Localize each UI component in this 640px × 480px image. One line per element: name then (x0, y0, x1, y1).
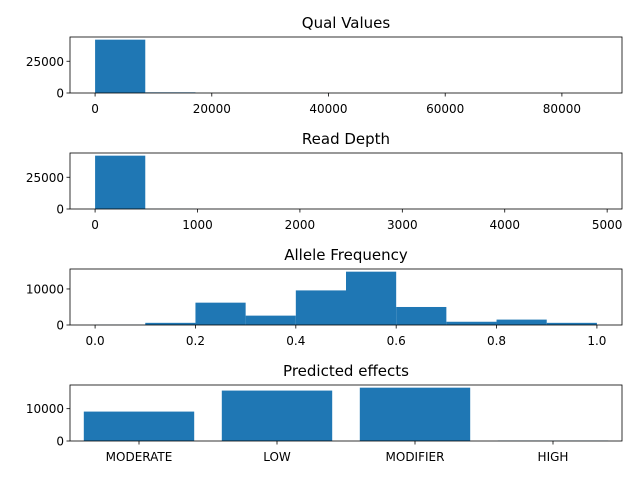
chart-3-ytick-label-1: 0 (56, 319, 64, 333)
chart-3-bar-6 (346, 271, 397, 325)
chart-3-bar-9 (496, 319, 547, 325)
chart-3-frame (69, 268, 623, 326)
chart-4-xtick-label-1: MODERATE (106, 450, 173, 464)
chart-4-xtick-label-3: MODIFIER (386, 450, 445, 464)
chart-3-ytick-label-2: 10000 (26, 282, 64, 296)
chart-1-ytick-label-2: 25000 (26, 55, 64, 69)
chart-4-frame (69, 384, 623, 442)
chart-3-title: Allele Frequency (284, 246, 408, 264)
chart-3-bar-7 (396, 306, 447, 325)
chart-3-bar-10 (546, 322, 597, 325)
chart-4-bar-1 (83, 411, 195, 441)
chart-2-bar-1 (95, 155, 146, 209)
chart-2-xtick-label-2: 1000 (182, 218, 213, 232)
chart-3-bar-5 (295, 290, 346, 325)
chart-3-bar-2 (145, 322, 196, 325)
chart-2-ytick-label-1: 0 (56, 203, 64, 217)
chart-4-bar-2 (221, 390, 333, 441)
chart-1-xtick-label-1: 0 (91, 102, 99, 116)
chart-3-bar-3 (195, 302, 246, 325)
chart-4-ytick-label-2: 10000 (26, 402, 64, 416)
chart-2-ytick-label-2: 25000 (26, 171, 64, 185)
chart-2-xtick-label-1: 0 (91, 218, 99, 232)
chart-4-ytick-label-1: 0 (56, 435, 64, 449)
chart-1-title: Qual Values (302, 14, 391, 32)
chart-2-xtick-label-5: 4000 (489, 218, 520, 232)
chart-2-xtick-label-4: 3000 (387, 218, 418, 232)
chart-3-bar-8 (446, 321, 497, 325)
chart-3-xtick-label-2: 0.2 (186, 334, 205, 348)
chart-3-xtick-label-4: 0.6 (387, 334, 406, 348)
chart-4-xtick-label-2: LOW (263, 450, 291, 464)
chart-3-xtick-label-1: 0.0 (86, 334, 105, 348)
chart-3-xtick-label-5: 0.8 (487, 334, 506, 348)
chart-1-xtick-label-4: 60000 (426, 102, 464, 116)
chart-2-xtick-label-3: 2000 (285, 218, 316, 232)
chart-1-xtick-label-3: 40000 (309, 102, 347, 116)
chart-2-frame (69, 152, 623, 210)
chart-3-xtick-label-6: 1.0 (587, 334, 606, 348)
chart-3-xtick-label-3: 0.4 (286, 334, 305, 348)
chart-4-xtick-label-4: HIGH (538, 450, 569, 464)
chart-2-title: Read Depth (302, 130, 390, 148)
chart-1-ytick-label-1: 0 (56, 87, 64, 101)
chart-1-xtick-label-5: 80000 (543, 102, 581, 116)
chart-4-title: Predicted effects (283, 362, 409, 380)
chart-4-bar-3 (359, 387, 471, 441)
chart-1-frame (69, 36, 623, 94)
chart-1-xtick-label-2: 20000 (193, 102, 231, 116)
chart-3-bar-4 (245, 315, 296, 325)
chart-1-bar-1 (95, 39, 146, 93)
chart-2-xtick-label-6: 5000 (592, 218, 623, 232)
